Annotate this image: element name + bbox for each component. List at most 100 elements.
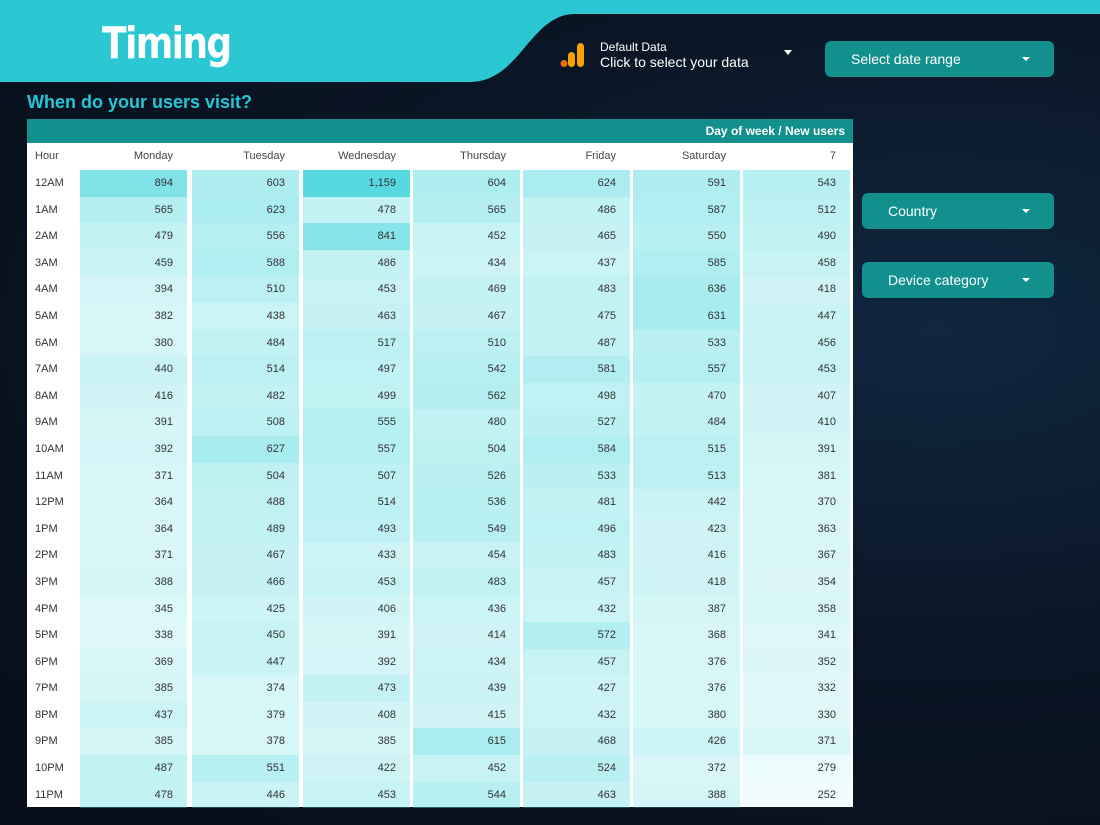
- column-header[interactable]: Wednesday: [338, 150, 396, 162]
- row-label: 4AM: [35, 283, 58, 296]
- row-label: 5PM: [35, 629, 58, 642]
- table-cell: 434: [413, 648, 520, 676]
- table-cell: 562: [413, 382, 520, 410]
- table-cell: 497: [303, 356, 410, 383]
- table-cell: 496: [523, 515, 630, 543]
- table-cell: 427: [523, 675, 630, 702]
- table-cell: 378: [192, 728, 299, 756]
- table-cell: 557: [303, 435, 410, 463]
- table-cell: 376: [633, 675, 740, 702]
- table-cell: 371: [80, 462, 187, 490]
- table-cell: 551: [192, 755, 299, 782]
- table-cell: 452: [413, 223, 520, 250]
- table-cell: 454: [413, 542, 520, 569]
- table-cell: 450: [192, 622, 299, 649]
- table-cell: 636: [633, 276, 740, 303]
- table-cell: 338: [80, 622, 187, 649]
- column-header[interactable]: 7: [829, 150, 836, 162]
- table-cell: 387: [633, 595, 740, 623]
- row-label: 5AM: [35, 309, 58, 322]
- table-cell: 515: [633, 435, 740, 463]
- table-cell: 591: [633, 170, 740, 197]
- column-header[interactable]: Thursday: [460, 150, 506, 162]
- table-cell: 517: [303, 329, 410, 357]
- table-cell: 473: [303, 675, 410, 702]
- table-cell: 615: [413, 728, 520, 756]
- table-cell: 447: [743, 302, 850, 330]
- table-cell: 556: [192, 223, 299, 250]
- table-cell: 446: [192, 781, 299, 809]
- row-label: 11AM: [35, 469, 63, 482]
- table-cell: 370: [743, 489, 850, 516]
- row-label: 8PM: [35, 708, 58, 721]
- table-cell: 544: [413, 781, 520, 809]
- table-cell: 467: [192, 542, 299, 569]
- row-label: 11PM: [35, 788, 63, 801]
- row-label: 4PM: [35, 602, 58, 615]
- table-cell: 514: [303, 489, 410, 516]
- table-row: 11PM 478 446 453 544 463 388 252: [27, 781, 853, 809]
- column-header[interactable]: Tuesday: [243, 150, 285, 162]
- table-cell: 557: [633, 356, 740, 383]
- table-cell: 341: [743, 622, 850, 649]
- table-cell: 434: [413, 249, 520, 277]
- table-row: 5AM 382 438 463 467 475 631 447: [27, 302, 853, 330]
- page-title: Timing: [102, 18, 232, 69]
- table-cell: 565: [413, 196, 520, 224]
- table-cell: 555: [303, 409, 410, 436]
- table-cell: 524: [523, 755, 630, 782]
- table-cell: 512: [743, 196, 850, 224]
- row-label: 6AM: [35, 336, 58, 349]
- table-cell: 841: [303, 223, 410, 250]
- table-cell: 436: [413, 595, 520, 623]
- date-range-dropdown[interactable]: Select date range: [825, 41, 1054, 77]
- table-cell: 483: [413, 568, 520, 596]
- table-cell: 465: [523, 223, 630, 250]
- table-cell: 469: [413, 276, 520, 303]
- table-cell: 332: [743, 675, 850, 702]
- row-label: 1PM: [35, 522, 58, 535]
- data-source-action[interactable]: Click to select your data: [600, 54, 749, 70]
- table-cell: 442: [633, 489, 740, 516]
- column-header[interactable]: Monday: [133, 150, 173, 162]
- table-cell: 484: [192, 329, 299, 357]
- table-row: 8PM 437 379 408 415 432 380 330: [27, 701, 853, 729]
- column-header[interactable]: Friday: [585, 150, 616, 162]
- table-cell: 432: [523, 701, 630, 729]
- table-cell: 425: [192, 595, 299, 623]
- table-cell: 513: [633, 462, 740, 490]
- column-header[interactable]: Saturday: [681, 150, 726, 162]
- table-cell: 380: [633, 701, 740, 729]
- data-source-selector[interactable]: Default Data Click to select your data: [558, 38, 798, 74]
- table-cell: 478: [80, 781, 187, 809]
- chevron-down-icon: [1022, 209, 1030, 213]
- table-cell: 352: [743, 648, 850, 676]
- country-filter[interactable]: Country: [862, 193, 1054, 229]
- chevron-down-icon[interactable]: [784, 50, 792, 55]
- device-category-filter[interactable]: Device category: [862, 262, 1054, 298]
- table-row: 6AM 380 484 517 510 487 533 456: [27, 329, 853, 357]
- table-cell: 414: [413, 622, 520, 649]
- table-cell: 475: [523, 302, 630, 330]
- table-cell: 367: [743, 542, 850, 569]
- row-label: 9AM: [35, 416, 58, 429]
- table-cell: 385: [80, 728, 187, 756]
- table-cell: 482: [192, 382, 299, 410]
- row-label: 7AM: [35, 363, 58, 376]
- row-label: 10PM: [35, 762, 64, 775]
- table-cell: 588: [192, 249, 299, 277]
- table-row: 12PM 364 488 514 536 481 442 370: [27, 489, 853, 516]
- table-cell: 493: [303, 515, 410, 543]
- table-cell: 484: [633, 409, 740, 436]
- table-row: 1PM 364 489 493 549 496 423 363: [27, 515, 853, 543]
- table-row: 10PM 487 551 422 452 524 372 279: [27, 755, 853, 782]
- data-source-name: Default Data: [600, 40, 667, 54]
- table-row: 3PM 388 466 453 483 457 418 354: [27, 568, 853, 596]
- table-cell: 487: [523, 329, 630, 357]
- column-headers: Hour Monday Tuesday Wednesday Thursday Frida…: [27, 143, 853, 169]
- table-cell: 585: [633, 249, 740, 277]
- column-header-hour[interactable]: Hour: [35, 150, 59, 162]
- table-cell: 581: [523, 356, 630, 383]
- table-cell: 533: [523, 462, 630, 490]
- table-cell: 410: [743, 409, 850, 436]
